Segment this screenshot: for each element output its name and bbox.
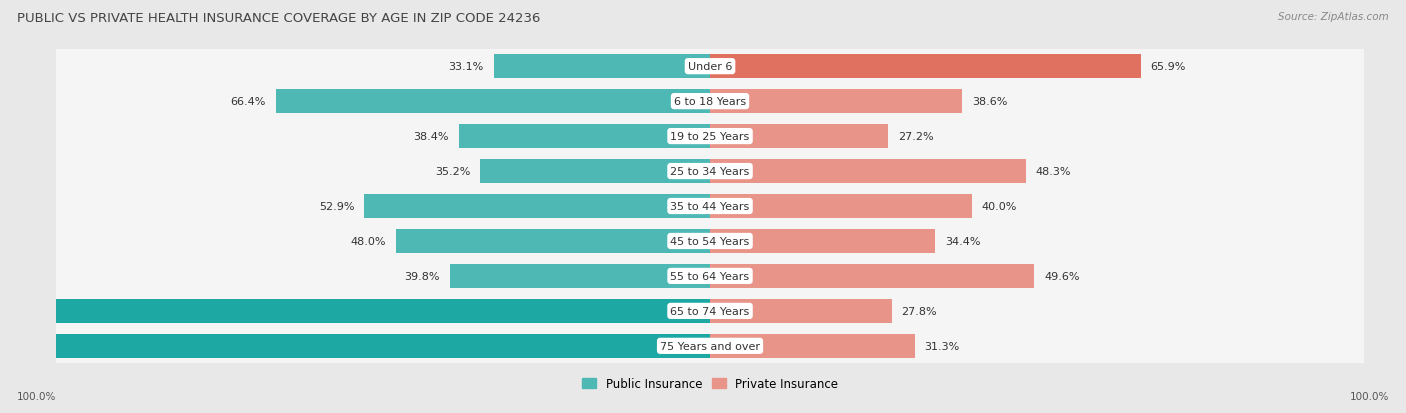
Bar: [450, 264, 710, 288]
Text: 35 to 44 Years: 35 to 44 Years: [671, 202, 749, 211]
Text: 6 to 18 Years: 6 to 18 Years: [673, 97, 747, 107]
Text: 66.4%: 66.4%: [231, 97, 266, 107]
Bar: [710, 264, 1035, 288]
Text: 65.9%: 65.9%: [1150, 62, 1187, 72]
Text: 100.0%: 100.0%: [697, 306, 742, 316]
Text: 39.8%: 39.8%: [405, 271, 440, 281]
Text: 35.2%: 35.2%: [434, 166, 470, 177]
FancyBboxPatch shape: [39, 244, 1381, 309]
Bar: [710, 90, 962, 114]
Bar: [494, 55, 710, 79]
Text: 45 to 54 Years: 45 to 54 Years: [671, 236, 749, 247]
Bar: [56, 334, 710, 358]
Text: 38.4%: 38.4%: [413, 132, 449, 142]
FancyBboxPatch shape: [39, 34, 1381, 100]
Text: 100.0%: 100.0%: [697, 341, 742, 351]
Text: Source: ZipAtlas.com: Source: ZipAtlas.com: [1278, 12, 1389, 22]
Text: 52.9%: 52.9%: [319, 202, 354, 211]
FancyBboxPatch shape: [39, 104, 1381, 169]
Legend: Public Insurance, Private Insurance: Public Insurance, Private Insurance: [578, 373, 842, 395]
Bar: [710, 334, 915, 358]
Text: 40.0%: 40.0%: [981, 202, 1017, 211]
Bar: [710, 160, 1026, 183]
Text: 34.4%: 34.4%: [945, 236, 980, 247]
Text: 48.0%: 48.0%: [352, 236, 387, 247]
Bar: [710, 125, 887, 149]
Bar: [458, 125, 710, 149]
Text: 100.0%: 100.0%: [1350, 391, 1389, 401]
Text: 27.8%: 27.8%: [901, 306, 938, 316]
FancyBboxPatch shape: [39, 278, 1381, 344]
Bar: [364, 195, 710, 218]
Bar: [479, 160, 710, 183]
FancyBboxPatch shape: [39, 209, 1381, 274]
Text: 48.3%: 48.3%: [1036, 166, 1071, 177]
Text: 25 to 34 Years: 25 to 34 Years: [671, 166, 749, 177]
FancyBboxPatch shape: [39, 69, 1381, 135]
Text: 33.1%: 33.1%: [449, 62, 484, 72]
FancyBboxPatch shape: [39, 174, 1381, 239]
Text: 38.6%: 38.6%: [972, 97, 1008, 107]
Text: Under 6: Under 6: [688, 62, 733, 72]
Text: 55 to 64 Years: 55 to 64 Years: [671, 271, 749, 281]
Bar: [710, 195, 972, 218]
Text: 49.6%: 49.6%: [1045, 271, 1080, 281]
Text: 31.3%: 31.3%: [925, 341, 960, 351]
Text: 100.0%: 100.0%: [17, 391, 56, 401]
Text: 75 Years and over: 75 Years and over: [659, 341, 761, 351]
Text: 27.2%: 27.2%: [897, 132, 934, 142]
Bar: [56, 299, 710, 323]
Bar: [396, 230, 710, 253]
Bar: [710, 299, 891, 323]
Text: PUBLIC VS PRIVATE HEALTH INSURANCE COVERAGE BY AGE IN ZIP CODE 24236: PUBLIC VS PRIVATE HEALTH INSURANCE COVER…: [17, 12, 540, 25]
Text: 65 to 74 Years: 65 to 74 Years: [671, 306, 749, 316]
Bar: [710, 230, 935, 253]
FancyBboxPatch shape: [39, 139, 1381, 204]
Bar: [710, 55, 1140, 79]
Bar: [276, 90, 710, 114]
Text: 19 to 25 Years: 19 to 25 Years: [671, 132, 749, 142]
FancyBboxPatch shape: [39, 313, 1381, 379]
